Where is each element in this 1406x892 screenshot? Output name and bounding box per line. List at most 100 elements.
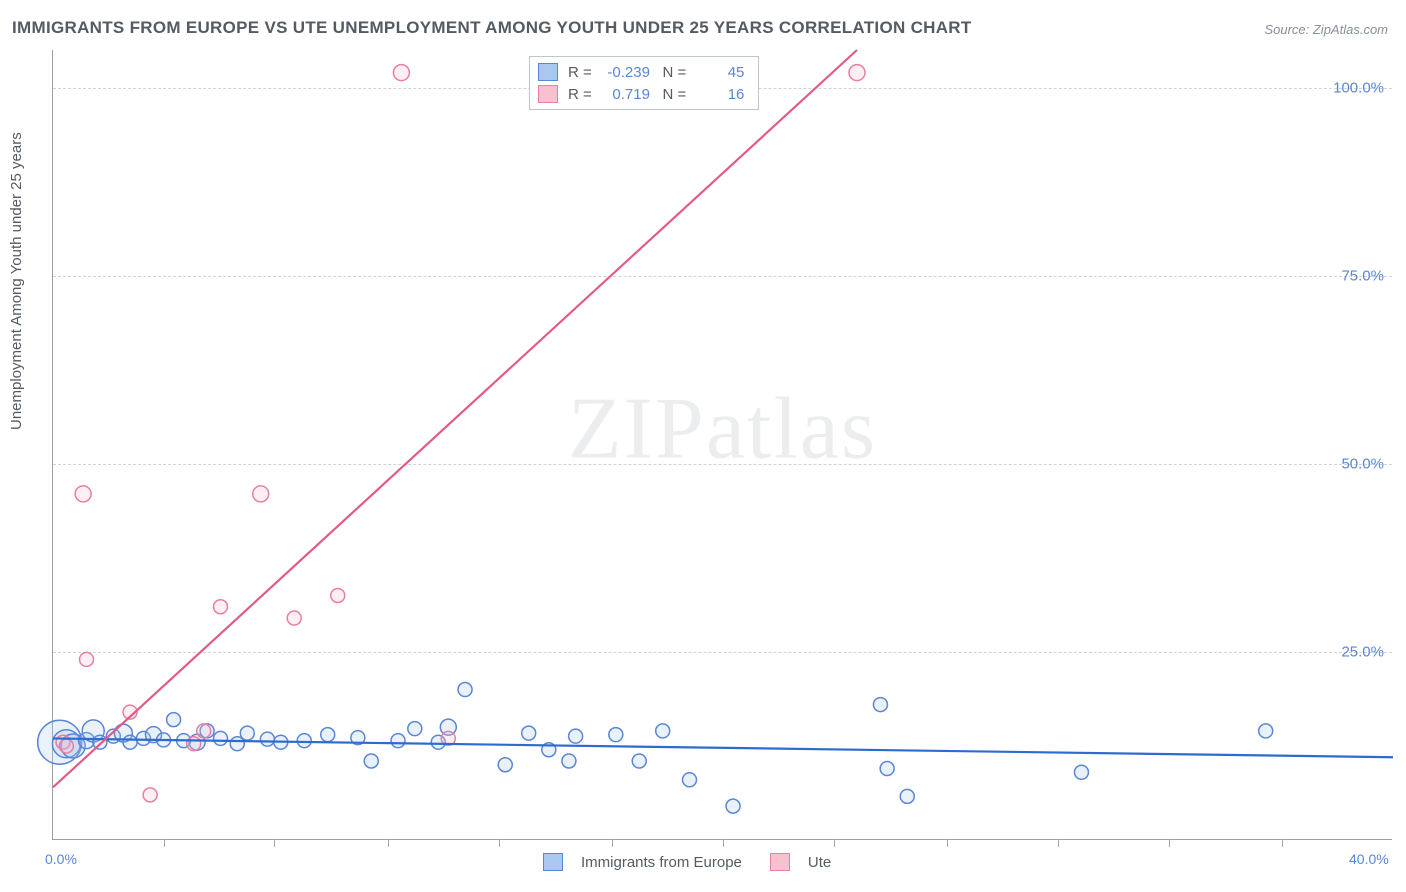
legend-swatch (538, 63, 558, 81)
x-tick (947, 839, 948, 847)
data-point (93, 735, 107, 749)
chart-title: IMMIGRANTS FROM EUROPE VS UTE UNEMPLOYME… (12, 18, 972, 38)
data-point (287, 611, 301, 625)
data-point (189, 734, 205, 750)
legend-label: Ute (808, 854, 831, 871)
data-point (59, 739, 73, 753)
data-point (143, 788, 157, 802)
data-point (114, 724, 132, 742)
stats-legend-row: R = -0.239 N = 45 (538, 61, 744, 83)
x-tick (1282, 839, 1283, 847)
series-legend: Immigrants from Europe Ute (543, 853, 831, 871)
data-point (609, 728, 623, 742)
data-point (297, 734, 311, 748)
data-point (75, 486, 91, 502)
gridline (53, 464, 1392, 465)
trend-line (53, 50, 857, 787)
data-point (136, 731, 150, 745)
data-point (123, 705, 137, 719)
stats-legend-row: R = 0.719 N = 16 (538, 83, 744, 105)
data-point (393, 65, 409, 81)
x-tick (1058, 839, 1059, 847)
data-point (683, 773, 697, 787)
legend-stats-text: R = 0.719 N = 16 (568, 86, 744, 103)
trend-line (53, 738, 1393, 757)
stats-legend: R = -0.239 N = 45 R = 0.719 N = 16 (529, 56, 759, 110)
data-point (177, 734, 191, 748)
data-point (441, 731, 455, 745)
data-point (79, 733, 95, 749)
data-point (274, 735, 288, 749)
data-point (157, 733, 171, 747)
data-point (106, 729, 120, 743)
data-point (632, 754, 646, 768)
x-tick (164, 839, 165, 847)
data-point (321, 728, 335, 742)
x-tick (1169, 839, 1170, 847)
y-tick-label: 50.0% (1341, 455, 1384, 472)
data-point (440, 719, 456, 735)
x-tick (834, 839, 835, 847)
data-point (656, 724, 670, 738)
data-point (1074, 765, 1088, 779)
y-axis-label: Unemployment Among Youth under 25 years (8, 132, 25, 430)
y-tick-label: 25.0% (1341, 643, 1384, 660)
data-point (214, 600, 228, 614)
gridline (53, 652, 1392, 653)
data-point (849, 65, 865, 81)
data-point (240, 726, 254, 740)
data-point (214, 731, 228, 745)
data-point (146, 727, 162, 743)
data-point (61, 734, 85, 758)
data-point (82, 720, 104, 742)
data-point (253, 486, 269, 502)
data-point (52, 730, 80, 758)
data-point (351, 731, 365, 745)
watermark-atlas: atlas (706, 380, 877, 477)
legend-swatch (543, 853, 563, 871)
gridline (53, 276, 1392, 277)
data-point (260, 732, 274, 746)
data-point (522, 726, 536, 740)
scatter-svg (53, 50, 1392, 839)
data-point (408, 722, 422, 736)
data-point (900, 789, 914, 803)
data-point (123, 735, 137, 749)
source-attribution: Source: ZipAtlas.com (1264, 22, 1388, 37)
data-point (1259, 724, 1273, 738)
data-point (726, 799, 740, 813)
data-point (458, 683, 472, 697)
legend-item: Immigrants from Europe (543, 853, 742, 871)
x-tick-label: 40.0% (1349, 851, 1389, 867)
data-point (391, 734, 405, 748)
legend-stats-text: R = -0.239 N = 45 (568, 64, 744, 81)
data-point (542, 743, 556, 757)
data-point (56, 735, 70, 749)
x-tick (388, 839, 389, 847)
legend-item: Ute (770, 853, 831, 871)
data-point (187, 737, 201, 751)
data-point (880, 762, 894, 776)
chart-container: IMMIGRANTS FROM EUROPE VS UTE UNEMPLOYME… (0, 0, 1406, 892)
legend-swatch (538, 85, 558, 103)
data-point (38, 720, 82, 764)
x-tick (274, 839, 275, 847)
data-point (873, 698, 887, 712)
data-point (431, 735, 445, 749)
x-tick (499, 839, 500, 847)
x-tick (612, 839, 613, 847)
data-point (167, 713, 181, 727)
y-tick-label: 75.0% (1341, 267, 1384, 284)
data-point (197, 724, 211, 738)
data-point (200, 724, 214, 738)
data-point (80, 652, 94, 666)
legend-swatch (770, 853, 790, 871)
x-tick-label: 0.0% (45, 851, 77, 867)
data-point (331, 588, 345, 602)
data-point (364, 754, 378, 768)
y-tick-label: 100.0% (1333, 79, 1384, 96)
data-point (562, 754, 576, 768)
watermark-zip: ZIP (568, 380, 706, 477)
legend-label: Immigrants from Europe (581, 854, 742, 871)
data-point (230, 737, 244, 751)
